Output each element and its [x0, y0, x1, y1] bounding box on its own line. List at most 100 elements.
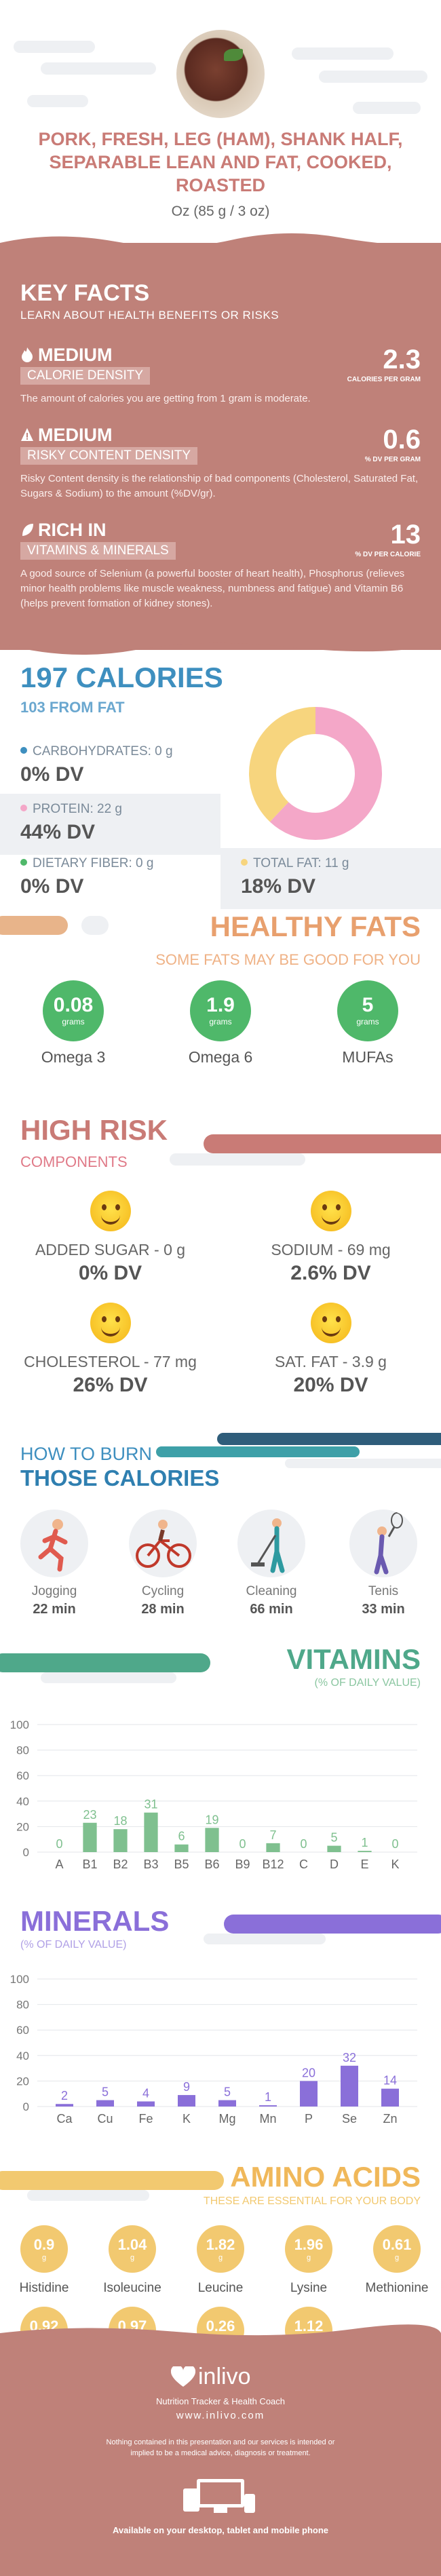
vitamin-value-label: 0 [239, 1837, 246, 1851]
amino-badge: 0.61 g [373, 2225, 421, 2273]
fact-label: CALORIE DENSITY [20, 367, 151, 385]
risk-label: SAT. FAT - 3.9 g [275, 1353, 387, 1370]
mineral-category-label: Cu [97, 2112, 113, 2126]
amino-value: 1.82 [206, 2236, 235, 2253]
amino-badge: 1.04 g [109, 2225, 156, 2273]
decorative-band [285, 1459, 441, 1468]
vitamin-ytick-label: 40 [16, 1795, 29, 1808]
fact-unit: % DV PER GRAM [364, 456, 421, 463]
calories-title: 197 CALORIES [20, 661, 223, 693]
mineral-ytick-label: 60 [16, 2024, 29, 2037]
fact-level: MEDIUM [38, 425, 113, 445]
burn-title-1: HOW TO BURN [20, 1444, 153, 1464]
decorative-bar [14, 41, 95, 53]
fat-unit: grams [209, 1017, 232, 1026]
tennis-icon [349, 1510, 417, 1577]
protein-dot [20, 805, 27, 811]
mineral-value-label: 5 [224, 2085, 231, 2099]
vitamin-value-label: 0 [300, 1837, 307, 1851]
decorative-bar [319, 71, 427, 83]
donut-slice-fat [249, 707, 382, 840]
calories-from-fat: 103 FROM FAT [20, 699, 125, 716]
nutrient-label: CARBOHYDRATES: 0 g [33, 744, 173, 758]
fact-unit: CALORIES PER GRAM [347, 376, 421, 383]
cleaning-icon [237, 1510, 305, 1577]
nutrient-dv: 0% DV [20, 763, 84, 786]
footer: inlivo Nutrition Tracker & Health Coach … [0, 2341, 441, 2576]
risk-label: SODIUM - 69 mg [271, 1241, 391, 1258]
vitamin-bar [113, 1829, 128, 1852]
vitamin-bar [358, 1851, 372, 1852]
risk-dv: 20% DV [293, 1374, 368, 1396]
key-facts-subtitle: LEARN ABOUT HEALTH BENEFITS OR RISKS [20, 309, 280, 322]
nutrient-total-fat: TOTAL FAT: 11 g 18% DV [220, 848, 441, 909]
amino-subtitle: THESE ARE ESSENTIAL FOR YOUR BODY [203, 2195, 421, 2207]
mineral-category-label: Zn [383, 2112, 397, 2126]
activity-name: Cleaning [246, 1584, 297, 1598]
activity-time: 33 min [362, 1602, 405, 1617]
vitamin-bar [174, 1844, 189, 1852]
omega3-badge: 0.08 grams [43, 980, 104, 1041]
minerals-subtitle: (% OF DAILY VALUE) [20, 1939, 127, 1950]
vitamin-category-label: B1 [82, 1858, 97, 1871]
amino-name: Histidine [19, 2281, 69, 2295]
fact-vitamins-minerals: RICH IN VITAMINS & MINERALS 13 % DV PER … [20, 520, 421, 611]
fact-risky-content: MEDIUM RISKY CONTENT DENSITY 0.6 % DV PE… [20, 425, 421, 501]
fact-value: 2.3 [383, 345, 421, 374]
decorative-bar [292, 47, 394, 60]
vitamin-ytick-label: 100 [10, 1718, 29, 1731]
carbohydrates-dot [20, 747, 27, 754]
amino-value: 0.26 [206, 2318, 235, 2334]
smiley-icon [90, 1191, 131, 1231]
brand-url[interactable]: www.inlivo.com [176, 2410, 265, 2421]
amino-badge: 0.9 g [20, 2225, 68, 2273]
decorative-bar [41, 62, 156, 75]
vitamin-ytick-label: 80 [16, 1744, 29, 1757]
leaf-icon [22, 524, 33, 536]
decorative-band [156, 1446, 360, 1457]
serving-size: Oz (85 g / 3 oz) [171, 204, 270, 219]
nutrient-protein: PROTEIN: 22 g 44% DV [0, 794, 220, 855]
high-risk-subtitle: COMPONENTS [20, 1153, 128, 1170]
mineral-ytick-label: 0 [23, 2100, 29, 2113]
omega6-badge: 1.9 grams [190, 980, 251, 1041]
flame-icon [22, 347, 33, 362]
decorative-bar [353, 102, 421, 114]
fact-value: 0.6 [383, 425, 421, 455]
smiley-icon [310, 1303, 351, 1343]
vitamin-value-label: 6 [178, 1830, 185, 1843]
mineral-ytick-label: 40 [16, 2050, 29, 2062]
nutrient-label: PROTEIN: 22 g [33, 802, 122, 816]
header: PORK, FRESH, LEG (HAM), SHANK HALF, SEPA… [0, 0, 441, 231]
nutrient-carbohydrates: CARBOHYDRATES: 0 g 0% DV [0, 736, 220, 797]
vitamin-ytick-label: 20 [16, 1820, 29, 1833]
nutrient-label: TOTAL FAT: 11 g [253, 856, 349, 870]
amino-title: AMINO ACIDS [230, 2161, 421, 2193]
vitamin-category-label: B9 [235, 1858, 250, 1871]
smiley-icon [310, 1191, 351, 1231]
healthy-fats-subtitle: SOME FATS MAY BE GOOD FOR YOU [155, 951, 421, 968]
activity-cycling: Cycling 28 min [122, 1510, 204, 1617]
amino-unit: g [218, 2254, 223, 2262]
mineral-ytick-label: 100 [10, 1973, 29, 1986]
omega6-label: Omega 6 [188, 1048, 253, 1066]
mineral-value-label: 2 [61, 2089, 68, 2102]
activity-name: Cycling [141, 1584, 185, 1598]
key-facts-title: KEY FACTS [20, 280, 150, 306]
decorative-bar [27, 95, 88, 107]
mineral-category-label: Ca [56, 2112, 73, 2126]
devices-note: Available on your desktop, tablet and mo… [112, 2525, 329, 2535]
mineral-bar [56, 2104, 73, 2107]
decorative-band [81, 916, 109, 935]
mineral-bar [341, 2065, 358, 2107]
warning-icon [21, 428, 33, 441]
vitamin-category-label: D [330, 1858, 339, 1871]
amino-value: 1.12 [294, 2318, 324, 2334]
mineral-value-label: 32 [343, 2051, 356, 2064]
fiber-dot [20, 859, 27, 866]
vitamin-bar [144, 1812, 158, 1852]
brand-tagline: Nutrition Tracker & Health Coach [155, 2396, 286, 2406]
risk-dv: 26% DV [73, 1374, 148, 1396]
decorative-band [0, 1653, 210, 1672]
vitamins-title: VITAMINS [286, 1643, 421, 1675]
